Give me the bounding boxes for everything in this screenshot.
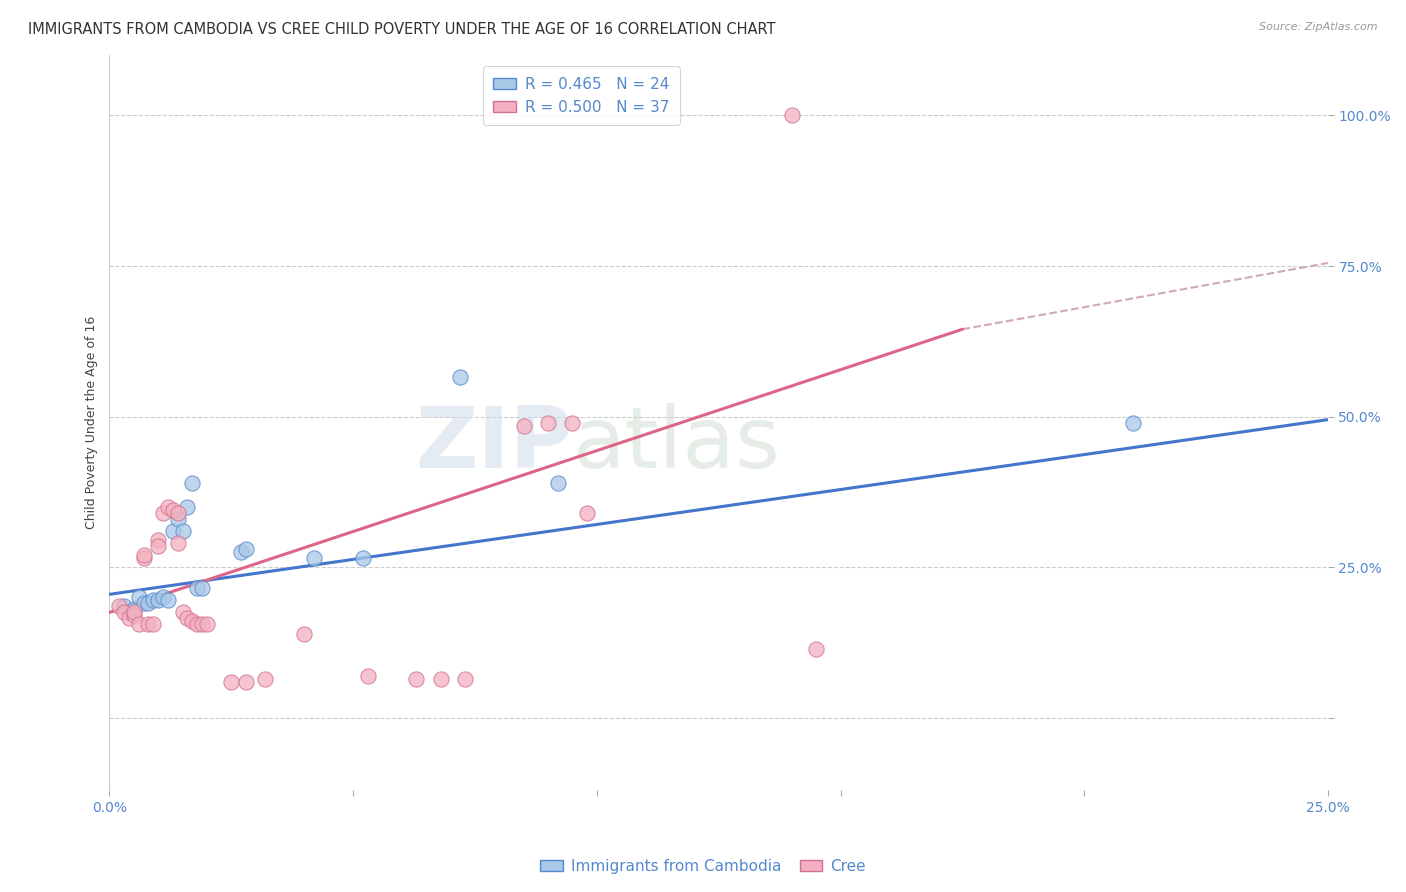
Point [112, 606, 135, 620]
Point [176, 500, 198, 514]
Point [128, 617, 150, 632]
Point [780, 108, 803, 122]
Point [430, 672, 453, 686]
Point [166, 536, 188, 550]
Point [804, 641, 827, 656]
Point [122, 608, 145, 623]
Legend: Immigrants from Cambodia, Cree: Immigrants from Cambodia, Cree [534, 853, 872, 880]
Point [172, 606, 194, 620]
Text: ZIP: ZIP [415, 403, 572, 486]
Point [138, 617, 160, 632]
Text: Source: ZipAtlas.com: Source: ZipAtlas.com [1260, 22, 1378, 32]
Point [254, 672, 277, 686]
Point [547, 475, 569, 490]
Point [191, 582, 214, 596]
Point [132, 596, 155, 610]
Point [108, 599, 131, 614]
Legend: R = 0.465   N = 24, R = 0.500   N = 37: R = 0.465 N = 24, R = 0.500 N = 37 [482, 66, 681, 126]
Point [235, 674, 257, 689]
Point [166, 512, 188, 526]
Point [561, 416, 583, 430]
Point [186, 617, 208, 632]
Point [152, 591, 174, 605]
Y-axis label: Child Poverty Under the Age of 16: Child Poverty Under the Age of 16 [86, 316, 98, 529]
Point [219, 674, 242, 689]
Point [152, 506, 174, 520]
Point [186, 582, 208, 596]
Point [132, 551, 155, 566]
Point [142, 593, 165, 607]
Point [449, 370, 471, 384]
Point [1122, 416, 1144, 430]
Point [302, 551, 325, 566]
Point [118, 611, 141, 625]
Point [357, 668, 380, 682]
Point [122, 602, 145, 616]
Point [156, 593, 179, 607]
Point [162, 503, 184, 517]
Text: atlas: atlas [572, 403, 780, 486]
Point [112, 599, 135, 614]
Point [454, 672, 477, 686]
Point [162, 524, 184, 538]
Point [166, 506, 188, 520]
Point [181, 475, 204, 490]
Point [128, 591, 150, 605]
Point [146, 539, 169, 553]
Point [191, 617, 214, 632]
Text: IMMIGRANTS FROM CAMBODIA VS CREE CHILD POVERTY UNDER THE AGE OF 16 CORRELATION C: IMMIGRANTS FROM CAMBODIA VS CREE CHILD P… [28, 22, 776, 37]
Point [195, 617, 218, 632]
Point [142, 617, 165, 632]
Point [132, 548, 155, 562]
Point [292, 626, 315, 640]
Point [118, 606, 141, 620]
Point [146, 593, 169, 607]
Point [176, 611, 198, 625]
Point [181, 615, 204, 629]
Point [146, 533, 169, 548]
Point [352, 551, 374, 566]
Point [229, 545, 252, 559]
Point [405, 672, 427, 686]
Point [138, 596, 160, 610]
Point [172, 524, 194, 538]
Point [235, 542, 257, 557]
Point [576, 506, 599, 520]
Point [122, 606, 145, 620]
Point [537, 416, 560, 430]
Point [156, 500, 179, 514]
Point [512, 418, 534, 433]
